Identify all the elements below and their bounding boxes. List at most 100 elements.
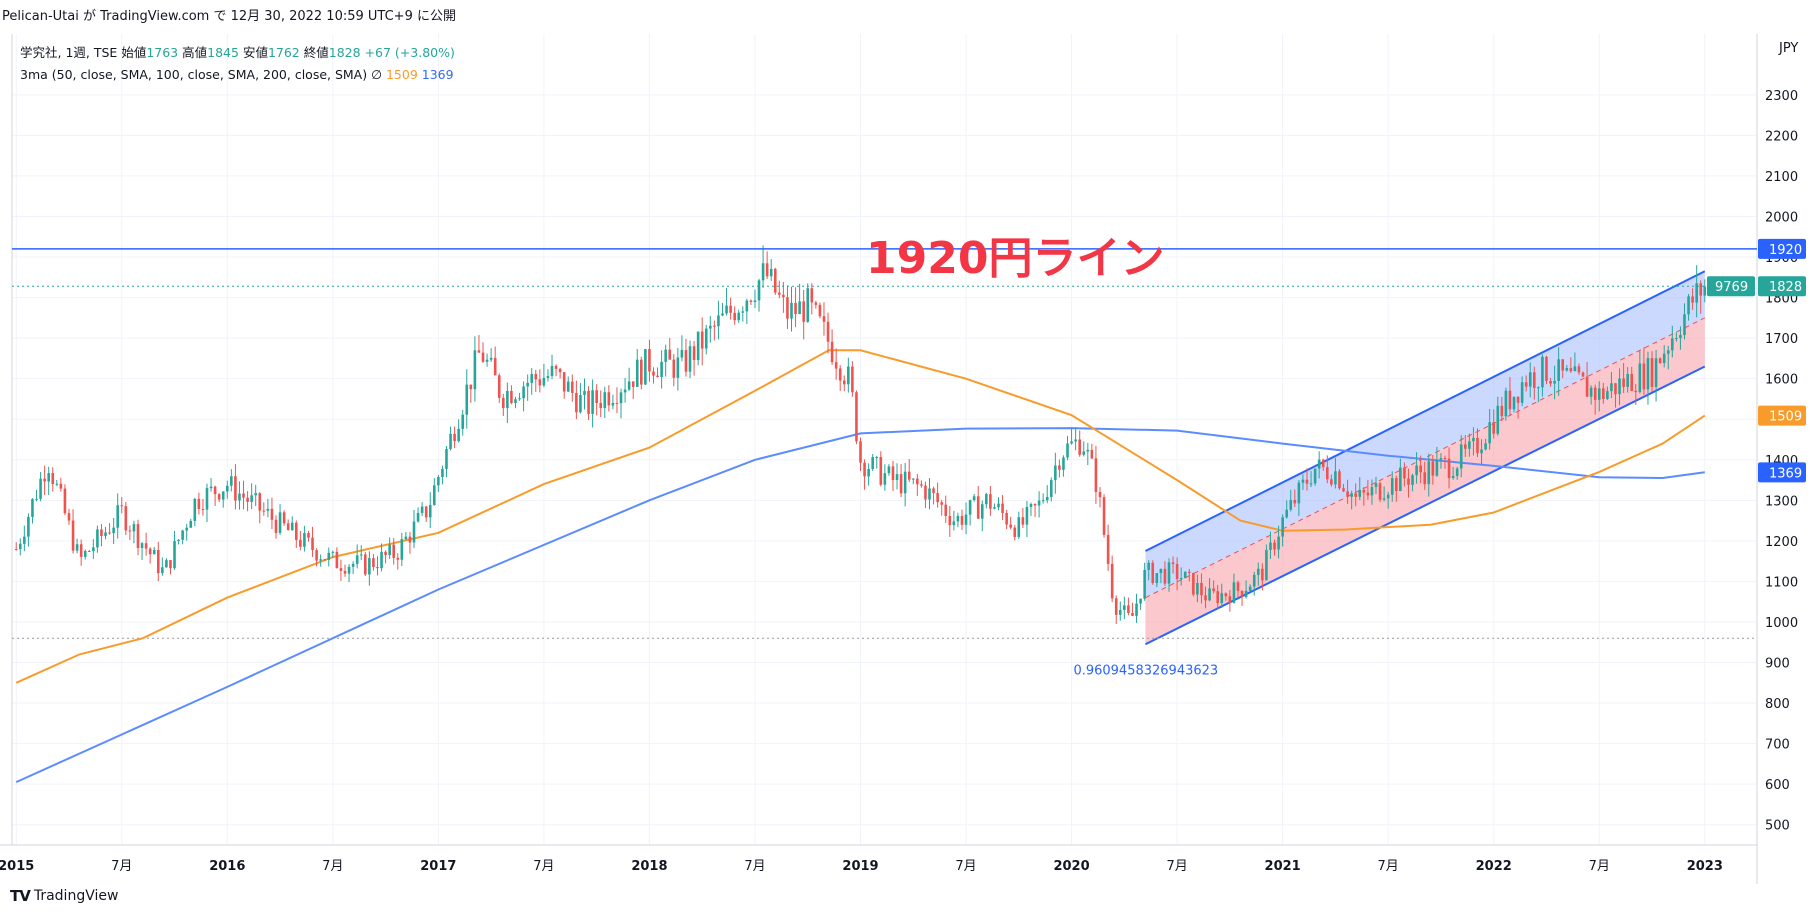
candle-body (262, 510, 266, 512)
candle-body (1622, 378, 1625, 387)
channel-upper-line (1145, 270, 1706, 552)
candle-body (1370, 487, 1374, 496)
candle-body (1269, 542, 1272, 550)
price-chart[interactable]: 5006007008009001000110012001300140015001… (0, 34, 1817, 884)
candle-body (976, 496, 980, 519)
change-value: +67 (+3.80%) (364, 45, 455, 60)
candle-body (1342, 488, 1345, 492)
candle-body (968, 500, 972, 515)
candle-body (660, 361, 663, 378)
candle-body (761, 263, 765, 281)
candle-body (144, 543, 148, 549)
candle-body (1098, 492, 1102, 498)
candle-body (668, 349, 672, 360)
candle-body (631, 381, 635, 387)
candle-body (1167, 562, 1171, 584)
candle-body (39, 478, 42, 499)
candle-body (806, 288, 810, 322)
candle-body (368, 558, 371, 575)
legend-ohlc-row: 学究社, 1週, TSE 始値1763 高値1845 安値1762 終値1828… (20, 42, 455, 64)
candle-body (1435, 459, 1439, 476)
candle-body (79, 544, 83, 557)
candle-body (1362, 489, 1366, 493)
candle-body (709, 325, 712, 329)
candle-body (473, 350, 477, 390)
candle-body (1593, 387, 1597, 400)
candle-body (924, 485, 927, 500)
candle-body (165, 560, 168, 568)
candle-body (1200, 582, 1203, 596)
candle-body (1187, 571, 1191, 573)
candle-body (1553, 380, 1556, 384)
candle-body (1589, 387, 1593, 397)
candle-body (1614, 383, 1617, 395)
ma-200-price-label-bg (1758, 462, 1806, 483)
close-value: 1828 (328, 45, 361, 60)
candle-body (441, 468, 444, 478)
ma2-value: 1369 (421, 67, 454, 82)
y-tick-label: 1600 (1765, 373, 1798, 388)
candle-body (1208, 588, 1211, 601)
candle-body (842, 380, 846, 385)
candle-body (92, 547, 95, 552)
candle-body (1143, 569, 1146, 599)
candle-body (810, 288, 814, 303)
candle-body (1484, 443, 1487, 450)
candle-body (863, 462, 866, 477)
candle-body (225, 485, 229, 492)
candle-body (1411, 475, 1414, 485)
candle-body (299, 539, 302, 547)
candle-body (985, 494, 988, 505)
chart-area[interactable]: 5006007008009001000110012001300140015001… (0, 34, 1817, 884)
tradingview-brand: TradingView (33, 888, 119, 904)
candle-body (1236, 582, 1240, 591)
candle-body (1313, 468, 1317, 484)
candle-body (1338, 471, 1341, 489)
candle-body (936, 493, 939, 503)
candle-body (1443, 458, 1447, 460)
candle-body (75, 544, 79, 551)
candle-body (948, 515, 952, 526)
candle-body (1244, 590, 1248, 597)
ma-empty-icon: ∅ (371, 67, 382, 82)
candle-body (453, 433, 456, 442)
candle-body (152, 550, 156, 555)
candle-body (1703, 286, 1707, 296)
candle-body (1171, 562, 1175, 565)
candle-body (1062, 457, 1065, 470)
volume-label-bg (1707, 276, 1755, 297)
candle-body (1179, 578, 1183, 580)
ma-indicator-label[interactable]: 3ma (50, close, SMA, 100, close, SMA, 20… (20, 67, 368, 82)
symbol-info[interactable]: 学究社, 1週, TSE (20, 45, 118, 60)
candle-body (404, 536, 408, 540)
candle-body (826, 321, 830, 342)
candle-body (879, 457, 883, 485)
candle-body (1228, 596, 1232, 603)
candle-body (205, 488, 209, 510)
currency-label: JPY (1778, 41, 1798, 56)
candle-body (591, 390, 594, 414)
candle-body (96, 529, 99, 548)
candle-body (315, 550, 318, 561)
candle-body (1301, 479, 1305, 483)
candle-body (1585, 376, 1589, 397)
candle-body (644, 349, 647, 385)
candle-body (87, 550, 91, 552)
candle-body (493, 357, 497, 376)
candle-body (1127, 605, 1130, 613)
candle-body (469, 384, 473, 390)
candle-body (1321, 459, 1325, 468)
annotation-1920-line[interactable]: 1920円ライン (866, 233, 1165, 284)
candle-body (558, 368, 562, 373)
candle-body (1374, 483, 1378, 488)
candle-body (749, 300, 753, 303)
candle-body (550, 365, 554, 376)
candle-body (1009, 524, 1012, 528)
candle-body (169, 560, 172, 569)
candle-body (635, 359, 639, 387)
low-value: 1762 (267, 45, 300, 60)
candle-body (201, 508, 205, 510)
candle-body (1192, 572, 1195, 595)
candle-body (623, 389, 627, 393)
candle-body (1220, 593, 1224, 603)
